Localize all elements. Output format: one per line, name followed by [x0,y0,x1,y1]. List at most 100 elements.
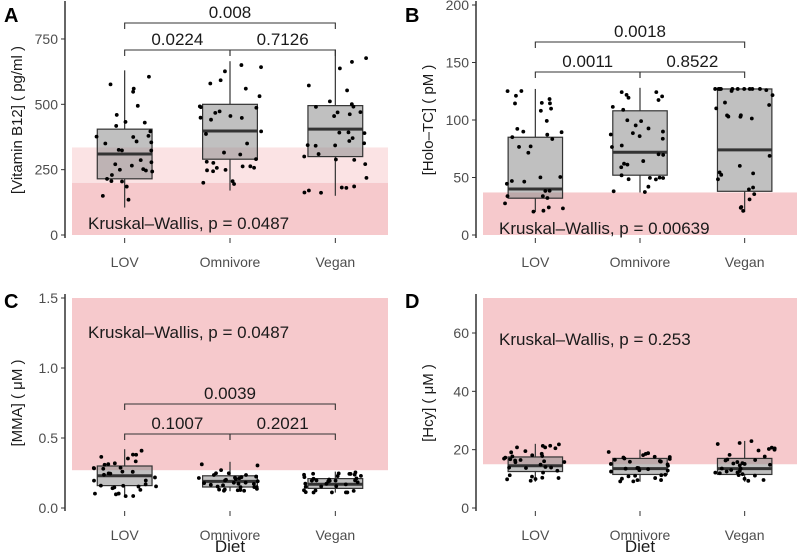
data-point [350,60,354,64]
data-point [226,471,231,476]
data-point [330,490,334,495]
y-tick-label: 0.0 [39,500,59,516]
data-point [141,167,146,171]
p-value-label: 0.1007 [151,414,203,433]
data-point [204,159,209,164]
y-axis-title: [MMA] ( μM ) [9,360,26,447]
data-point [134,452,139,457]
data-point [324,481,329,486]
data-point [129,163,134,168]
data-point [628,459,632,464]
x-tick-label-lov: LOV [111,527,140,543]
data-point [508,457,513,462]
data-point [653,476,658,480]
data-point [319,190,323,195]
data-point [302,154,307,159]
data-point [611,189,616,194]
data-point [547,97,552,101]
data-point [313,143,318,148]
data-point [526,150,531,155]
data-point [528,478,533,483]
data-point [608,462,613,466]
panel-d: 0 20 40 60 LOV Omnivore Vegan [Hcy] ( μM ) Diet K… [405,291,797,554]
p-value-label: 0.0224 [151,30,203,49]
data-point [98,483,103,488]
data-point [626,95,631,100]
data-point [631,479,636,484]
data-point [131,494,136,498]
data-point [541,470,545,475]
panel-b: 0 50 100 150 200 LOV Omnivore Vegan [Holo–TC] ( … [405,0,797,270]
data-point [717,471,722,476]
data-point [131,135,136,139]
data-point [313,488,318,493]
data-point [619,143,624,148]
data-point [524,466,528,470]
x-tick-label-omnivore: Omnivore [610,527,671,543]
data-point [134,139,139,144]
data-point [211,473,216,477]
data-point [133,459,138,464]
data-point [753,458,758,462]
data-point [751,171,756,176]
data-point [725,113,729,118]
data-point [544,119,549,123]
data-point [727,452,732,457]
x-tick-label-vegan: Vegan [725,254,765,270]
data-point [136,484,141,489]
data-point [245,141,249,146]
y-tick-label: 0 [50,227,58,243]
data-point [106,462,111,467]
data-point [770,93,775,98]
data-point [539,100,544,105]
data-point [309,478,314,483]
data-point [630,131,635,136]
data-point [112,461,117,466]
data-point [549,465,553,470]
x-tick-label-vegan: Vegan [725,527,765,543]
x-axis-title: Diet [215,537,246,554]
data-point [548,101,552,106]
data-point [345,88,349,93]
data-point [557,442,561,447]
data-point [362,141,367,146]
data-point [214,165,219,170]
data-point [333,478,338,483]
data-point [713,87,718,91]
data-point [622,456,627,461]
data-point [222,150,226,155]
data-point [149,160,154,165]
data-point [543,189,548,193]
data-point [222,488,226,493]
data-point [243,480,248,485]
data-point [120,469,125,474]
data-point [92,478,96,483]
data-point [661,153,666,157]
data-point [762,454,767,459]
data-point [124,184,129,189]
data-point [243,86,248,91]
y-tick-label: 200 [446,0,470,13]
data-point [348,472,353,476]
y-axis-title: [Vitamin B12] ( pg/ml ) [9,46,26,194]
data-point [641,453,645,458]
data-point [303,490,308,495]
data-point [768,462,772,467]
data-point [756,448,761,453]
data-point [549,106,553,111]
data-point [114,113,119,117]
data-point [123,494,128,499]
p-value-label: 0.008 [209,3,252,22]
y-tick-label: 750 [35,31,59,47]
data-point [612,457,617,462]
data-point [609,469,613,474]
data-point [240,164,245,169]
y-tick-label: 0 [461,227,469,243]
data-point [337,66,342,71]
data-point [94,134,99,139]
reference-range-band [72,298,388,471]
data-point [753,473,757,478]
data-point [346,130,351,135]
p-value-label: 0.0039 [204,384,256,403]
data-point [654,90,659,94]
